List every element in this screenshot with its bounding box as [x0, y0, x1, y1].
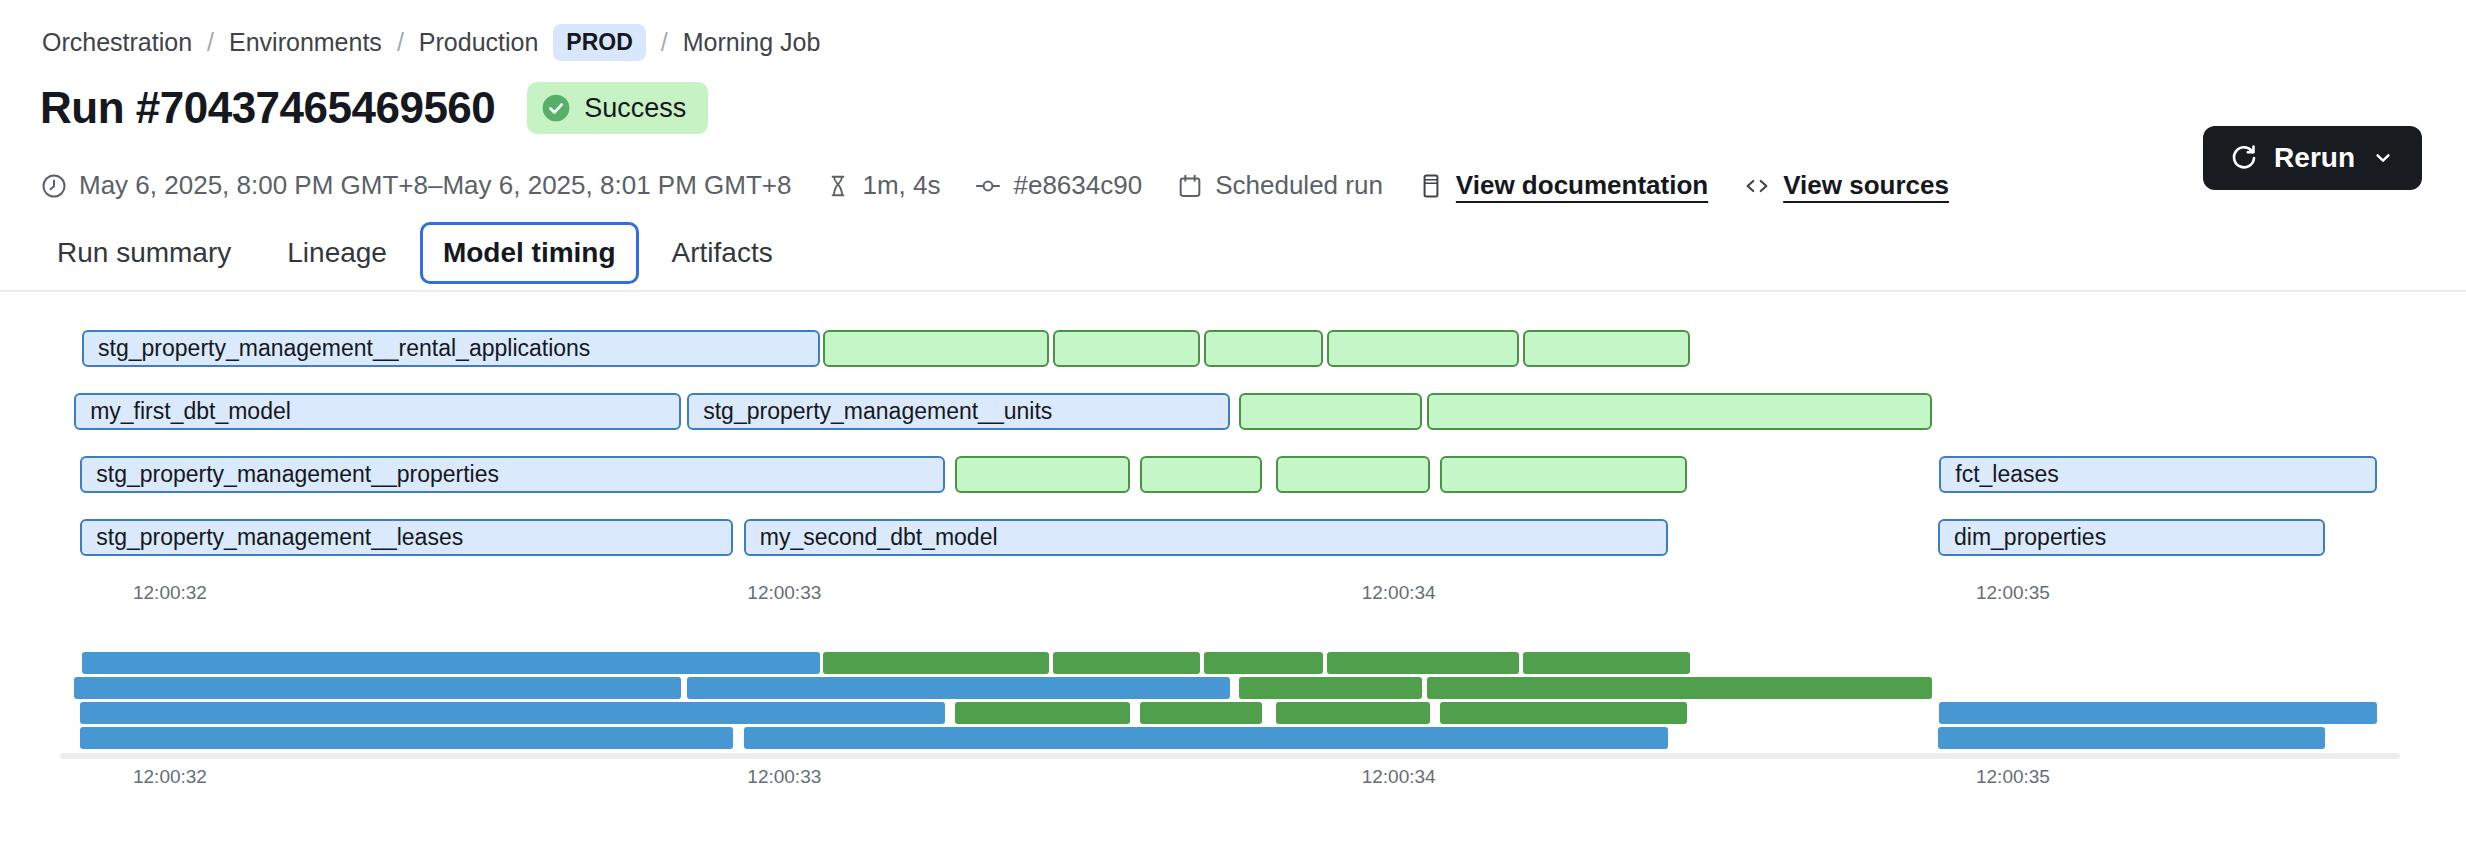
- breadcrumb-separator: /: [661, 28, 668, 57]
- run-time-range: May 6, 2025, 8:00 PM GMT+8–May 6, 2025, …: [40, 170, 791, 201]
- minimap-scrollbar-track[interactable]: [60, 753, 2400, 759]
- time-axis-label: 12:00:32: [133, 766, 207, 788]
- breadcrumb-environments[interactable]: Environments: [229, 28, 382, 57]
- gantt-bar[interactable]: [1427, 393, 1932, 430]
- chevron-down-icon: [2370, 145, 2396, 171]
- commit-hash-text: #e8634c90: [1013, 170, 1142, 201]
- trigger-type-text: Scheduled run: [1215, 170, 1383, 201]
- breadcrumb-orchestration[interactable]: Orchestration: [42, 28, 192, 57]
- minimap-bar: [82, 652, 820, 674]
- run-detail-page: Orchestration / Environments / Productio…: [0, 0, 2466, 842]
- minimap-bar: [823, 652, 1049, 674]
- commit-hash[interactable]: #e8634c90: [974, 170, 1142, 201]
- breadcrumb-separator: /: [207, 28, 214, 57]
- gantt-bar[interactable]: my_first_dbt_model: [74, 393, 681, 430]
- commit-icon: [974, 172, 1002, 200]
- gantt-bar[interactable]: [1276, 456, 1430, 493]
- minimap-bar: [1239, 677, 1422, 699]
- gantt-bar[interactable]: stg_property_management__leases: [80, 519, 733, 556]
- model-timing-gantt: stg_property_management__rental_applicat…: [60, 330, 2400, 560]
- minimap-bar: [1523, 652, 1690, 674]
- breadcrumb-separator: /: [397, 28, 404, 57]
- minimap-bar: [1427, 677, 1932, 699]
- gantt-bar[interactable]: [1440, 456, 1687, 493]
- gantt-minimap[interactable]: [60, 652, 2400, 752]
- tab-artifacts[interactable]: Artifacts: [649, 222, 796, 284]
- refresh-icon: [2229, 143, 2259, 173]
- title-row: Run #70437465469560 Success: [40, 82, 708, 134]
- gantt-bar[interactable]: stg_property_management__properties: [80, 456, 945, 493]
- tab-bar-divider: [0, 290, 2466, 292]
- breadcrumb-morning-job[interactable]: Morning Job: [683, 28, 821, 57]
- minimap-bar: [744, 727, 1668, 749]
- run-duration: 1m, 4s: [825, 170, 940, 201]
- minimap-bar: [1140, 702, 1262, 724]
- minimap-bar: [1938, 727, 2325, 749]
- view-documentation-link[interactable]: View documentation: [1417, 170, 1708, 201]
- gantt-bar[interactable]: fct_leases: [1939, 456, 2377, 493]
- rerun-button-label: Rerun: [2274, 142, 2355, 174]
- minimap-bar: [1440, 702, 1687, 724]
- breadcrumb-production[interactable]: Production: [419, 28, 539, 57]
- minimap-bar: [687, 677, 1230, 699]
- documentation-icon: [1417, 172, 1445, 200]
- tab-lineage[interactable]: Lineage: [264, 222, 410, 284]
- gantt-bar[interactable]: stg_property_management__rental_applicat…: [82, 330, 820, 367]
- minimap-time-axis: 12:00:32 12:00:33 12:00:34 12:00:35: [60, 766, 2400, 794]
- minimap-bar: [80, 727, 733, 749]
- minimap-bar: [1053, 652, 1200, 674]
- view-sources-link[interactable]: View sources: [1742, 170, 1949, 201]
- gantt-bar[interactable]: [1204, 330, 1323, 367]
- minimap-bar: [80, 702, 945, 724]
- trigger-type: Scheduled run: [1176, 170, 1383, 201]
- view-sources-label[interactable]: View sources: [1783, 170, 1949, 201]
- time-axis-label: 12:00:33: [747, 766, 821, 788]
- gantt-time-axis: 12:00:32 12:00:33 12:00:34 12:00:35: [60, 582, 2400, 610]
- clock-icon: [40, 172, 68, 200]
- tab-run-summary[interactable]: Run summary: [34, 222, 254, 284]
- tab-bar: Run summary Lineage Model timing Artifac…: [34, 222, 796, 284]
- gantt-bar[interactable]: [1523, 330, 1690, 367]
- gantt-bar[interactable]: my_second_dbt_model: [744, 519, 1668, 556]
- time-axis-label: 12:00:32: [133, 582, 207, 604]
- time-axis-label: 12:00:35: [1976, 582, 2050, 604]
- calendar-icon: [1176, 172, 1204, 200]
- hourglass-icon: [825, 173, 851, 199]
- code-icon: [1742, 171, 1772, 201]
- time-axis-label: 12:00:33: [747, 582, 821, 604]
- time-axis-label: 12:00:35: [1976, 766, 2050, 788]
- gantt-bar[interactable]: [1327, 330, 1519, 367]
- view-documentation-label[interactable]: View documentation: [1456, 170, 1708, 201]
- run-time-range-text: May 6, 2025, 8:00 PM GMT+8–May 6, 2025, …: [79, 170, 791, 201]
- gantt-bar[interactable]: [1053, 330, 1200, 367]
- gantt-bar[interactable]: stg_property_management__units: [687, 393, 1230, 430]
- minimap-bar: [1276, 702, 1430, 724]
- minimap-bar: [1939, 702, 2377, 724]
- minimap-bar: [1327, 652, 1519, 674]
- gantt-bar[interactable]: [1140, 456, 1262, 493]
- time-axis-label: 12:00:34: [1362, 766, 1436, 788]
- run-duration-text: 1m, 4s: [862, 170, 940, 201]
- minimap-bar: [1204, 652, 1323, 674]
- minimap-bar: [74, 677, 681, 699]
- gantt-bar[interactable]: [1239, 393, 1422, 430]
- check-circle-icon: [540, 92, 572, 124]
- gantt-bar[interactable]: [823, 330, 1049, 367]
- time-axis-label: 12:00:34: [1362, 582, 1436, 604]
- rerun-button[interactable]: Rerun: [2203, 126, 2422, 190]
- minimap-bar: [955, 702, 1130, 724]
- status-badge: Success: [527, 82, 708, 134]
- prod-environment-badge: PROD: [553, 24, 645, 61]
- breadcrumb: Orchestration / Environments / Productio…: [42, 24, 820, 61]
- gantt-bar[interactable]: dim_properties: [1938, 519, 2325, 556]
- gantt-bar[interactable]: [955, 456, 1130, 493]
- page-title: Run #70437465469560: [40, 83, 495, 133]
- status-badge-label: Success: [584, 93, 686, 124]
- tab-model-timing[interactable]: Model timing: [420, 222, 639, 284]
- run-meta-row: May 6, 2025, 8:00 PM GMT+8–May 6, 2025, …: [40, 170, 1949, 201]
